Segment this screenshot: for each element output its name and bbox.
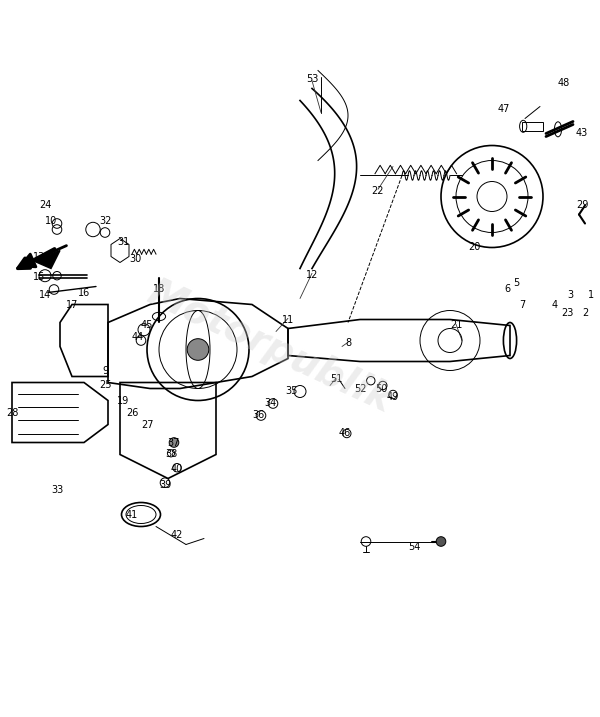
Circle shape <box>169 437 179 447</box>
Text: 40: 40 <box>171 465 183 475</box>
Text: 53: 53 <box>306 75 318 85</box>
Text: 32: 32 <box>99 216 111 226</box>
Text: 12: 12 <box>306 270 318 280</box>
Text: 23: 23 <box>561 308 573 318</box>
Text: 13: 13 <box>33 252 45 262</box>
Text: 2: 2 <box>582 308 588 318</box>
Text: 1: 1 <box>588 290 594 300</box>
Text: 21: 21 <box>450 320 462 331</box>
Text: 33: 33 <box>51 485 63 495</box>
Text: 20: 20 <box>468 242 480 252</box>
Text: 30: 30 <box>129 255 141 265</box>
Text: 43: 43 <box>576 128 588 138</box>
Text: 27: 27 <box>141 419 153 429</box>
Text: 25: 25 <box>99 381 111 391</box>
Text: 54: 54 <box>408 543 420 553</box>
Bar <box>522 121 543 130</box>
Text: 31: 31 <box>117 237 129 247</box>
Text: 16: 16 <box>78 288 90 298</box>
Text: 44: 44 <box>132 333 144 343</box>
Text: 38: 38 <box>165 450 177 460</box>
Text: 10: 10 <box>45 216 57 226</box>
Text: Motorpublik: Motorpublik <box>142 273 398 420</box>
Text: 41: 41 <box>126 510 138 520</box>
Text: 18: 18 <box>153 285 165 295</box>
Circle shape <box>187 338 209 361</box>
Text: 51: 51 <box>330 374 342 384</box>
Text: 4: 4 <box>552 300 558 310</box>
Text: 7: 7 <box>519 300 525 310</box>
Text: 46: 46 <box>339 429 351 439</box>
Text: 9: 9 <box>102 366 108 376</box>
Text: 19: 19 <box>117 396 129 406</box>
Text: 36: 36 <box>252 411 264 420</box>
Text: 39: 39 <box>159 480 171 490</box>
Text: 3: 3 <box>567 290 573 300</box>
Text: 47: 47 <box>498 105 510 115</box>
Text: 6: 6 <box>504 285 510 295</box>
Text: 48: 48 <box>558 77 570 87</box>
Circle shape <box>436 537 446 546</box>
Text: 34: 34 <box>264 399 276 409</box>
Text: 14: 14 <box>39 290 51 300</box>
Text: 22: 22 <box>372 186 384 196</box>
Text: 17: 17 <box>66 300 78 310</box>
Text: 24: 24 <box>39 201 51 211</box>
Text: 8: 8 <box>345 338 351 348</box>
Text: 52: 52 <box>354 384 366 394</box>
Text: 11: 11 <box>282 315 294 325</box>
Text: 26: 26 <box>126 407 138 417</box>
Text: 28: 28 <box>6 407 18 417</box>
Polygon shape <box>33 250 60 268</box>
Text: 50: 50 <box>375 384 387 394</box>
Text: 45: 45 <box>141 320 153 331</box>
Text: 15: 15 <box>33 272 45 282</box>
Text: 35: 35 <box>285 386 297 397</box>
Text: 29: 29 <box>576 201 588 211</box>
Text: 37: 37 <box>168 437 180 447</box>
Text: 5: 5 <box>513 278 519 288</box>
Text: 49: 49 <box>387 392 399 402</box>
Text: 42: 42 <box>171 531 183 541</box>
